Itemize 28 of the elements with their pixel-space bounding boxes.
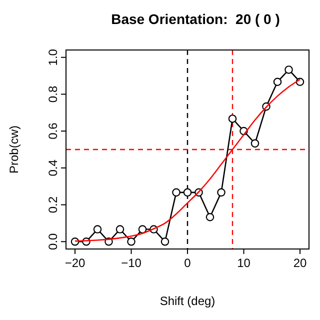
y-axis-title: Prob(cw) (7, 125, 21, 174)
y-tick-label: 1.0 (46, 48, 60, 66)
point (217, 188, 226, 197)
point (250, 139, 260, 148)
point (172, 188, 180, 197)
y-tick-label: 0.8 (46, 86, 60, 103)
y-tick-label: 0.0 (46, 232, 60, 250)
point (284, 66, 293, 74)
point (127, 237, 136, 246)
x-tick-label: −10 (121, 256, 142, 270)
point (273, 78, 282, 86)
point (183, 188, 192, 197)
point (93, 225, 102, 234)
x-tick-label: −20 (64, 256, 86, 270)
x-axis-title: Shift (deg) (160, 294, 216, 308)
x-tick-label: 10 (237, 256, 251, 270)
x-tick-label: 0 (184, 256, 192, 270)
y-tick-label: 0.6 (46, 122, 60, 140)
y-tick-label: 0.4 (46, 159, 60, 176)
point (206, 212, 214, 222)
x-tick-label: 20 (293, 256, 307, 270)
chart-title: Base Orientation: 20 ( 0 ) (111, 11, 280, 27)
point (138, 225, 147, 234)
point (70, 237, 80, 246)
y-tick-label: 0.2 (46, 196, 60, 214)
point (160, 237, 170, 246)
point (116, 225, 124, 234)
point (228, 114, 237, 123)
